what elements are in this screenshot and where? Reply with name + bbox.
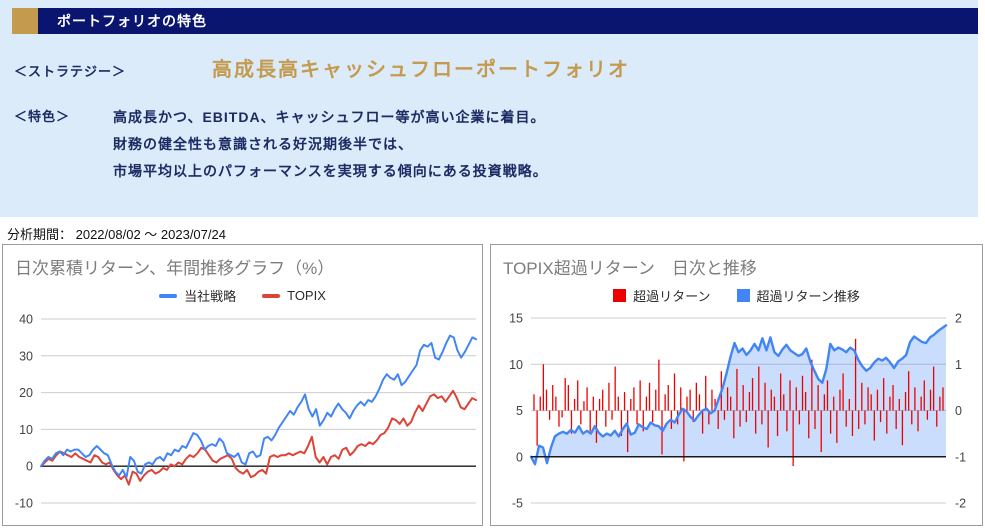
excess-return-chart-title: TOPIX超過リターン 日次と推移 (503, 259, 757, 278)
excess-return-legend: 超過リターン 超過リターン推移 (491, 286, 982, 305)
page-title: ポートフォリオの特色 (57, 13, 207, 29)
strategy-line-swatch-icon (159, 293, 178, 298)
svg-text:2: 2 (955, 312, 962, 326)
excess-return-chart: 15 210 15 00 -1-5 -2 (509, 312, 966, 511)
feature-description: 高成長かつ、EBITDA、キャッシュフロー等が高い企業に着目。 財務の健全性も意… (113, 104, 548, 185)
legend-item-excess-cumulative: 超過リターン推移 (736, 286, 860, 305)
header-bar: ポートフォリオの特色 (38, 8, 978, 34)
cumulative-return-chart-panel: 日次累積リターン、年間推移グラフ（%） 当社戦略 TOPIX 40 30 20 10 0… (2, 244, 483, 526)
legend-label-excess-return: 超過リターン (633, 289, 711, 304)
excess-return-chart-panel: TOPIX超過リターン 日次と推移 超過リターン 超過リターン推移 15 2 10 1… (490, 244, 983, 526)
svg-text:10: 10 (509, 358, 523, 372)
legend-label-excess-cumulative: 超過リターン推移 (756, 289, 860, 304)
topix-line-swatch-icon (262, 293, 281, 298)
legend-item-topix: TOPIX (262, 288, 326, 303)
cumulative-return-chart-title: 日次累積リターン、年間推移グラフ（%） (15, 259, 335, 278)
svg-text:-2: -2 (955, 497, 966, 511)
feature-line-1: 高成長かつ、EBITDA、キャッシュフロー等が高い企業に着目。 (113, 109, 546, 125)
legend-item-strategy: 当社戦略 (159, 286, 236, 305)
svg-text:0: 0 (955, 404, 962, 418)
excess-return-bar-swatch-icon (613, 289, 627, 302)
svg-text:0: 0 (516, 450, 523, 464)
feature-line-3: 市場平均以上のパフォーマンスを実現する傾向にある投資戦略。 (113, 163, 548, 179)
header-gold-accent (12, 8, 38, 34)
strategy-title: 高成長高キャッシュフローポートフォリオ (212, 59, 630, 81)
svg-text:40: 40 (19, 313, 33, 327)
cumulative-return-chart: 40 30 20 10 0 -10 (15, 313, 477, 511)
svg-text:30: 30 (19, 349, 33, 363)
legend-item-excess-return: 超過リターン (613, 286, 711, 305)
svg-text:-1: -1 (955, 450, 966, 464)
svg-text:0: 0 (26, 460, 33, 474)
feature-label: ＜特色＞ (14, 109, 71, 124)
strategy-label: ＜ストラテジー＞ (14, 64, 127, 79)
svg-text:1: 1 (955, 358, 962, 372)
cumulative-return-legend: 当社戦略 TOPIX (3, 286, 482, 305)
svg-text:-10: -10 (15, 497, 33, 511)
svg-text:15: 15 (509, 312, 523, 326)
svg-text:5: 5 (516, 404, 523, 418)
svg-text:10: 10 (19, 423, 33, 437)
svg-text:20: 20 (19, 386, 33, 400)
feature-line-2: 財務の健全性も意識される好況期後半では、 (113, 136, 413, 152)
hero-background (0, 0, 978, 217)
legend-label-strategy: 当社戦略 (184, 289, 237, 304)
legend-label-topix: TOPIX (287, 288, 326, 303)
analysis-period: 分析期間： 2022/08/02 ～ 2023/07/24 (7, 227, 226, 242)
svg-text:-5: -5 (512, 497, 523, 511)
excess-cumulative-swatch-icon (736, 289, 750, 302)
